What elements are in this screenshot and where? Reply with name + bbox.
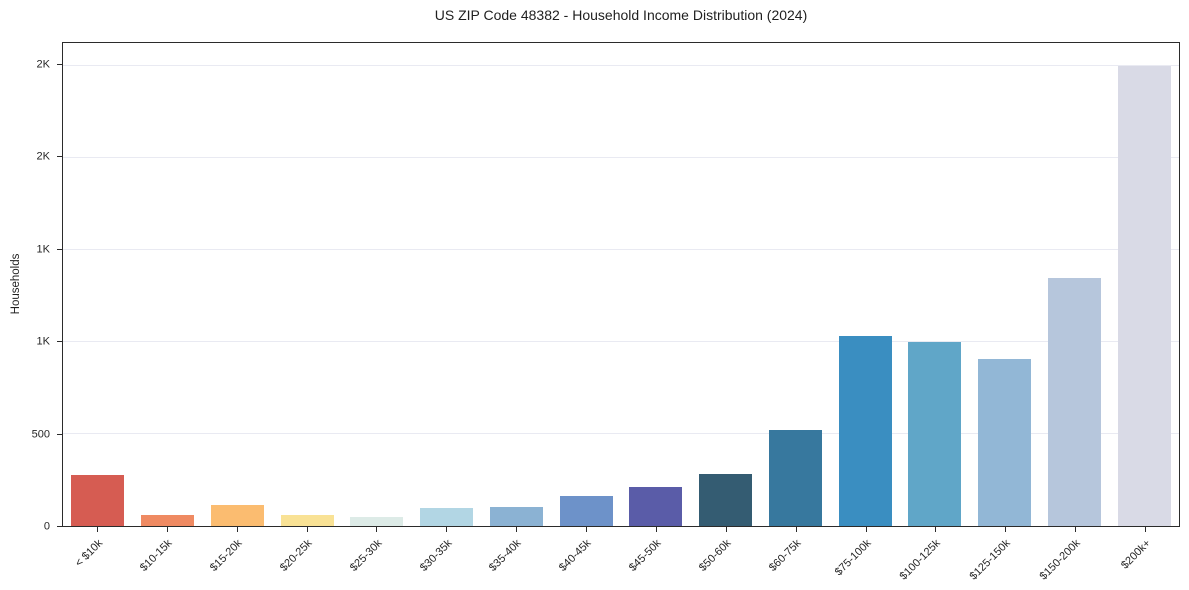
bar-slot <box>830 43 900 526</box>
x-tick-mark <box>376 527 378 532</box>
x-tick-mark <box>1005 527 1007 532</box>
chart-title: US ZIP Code 48382 - Household Income Dis… <box>434 7 808 23</box>
x-tick-label: $60-75k <box>766 537 804 574</box>
x-tick-label: $15-20k <box>207 537 245 574</box>
y-tick-mark <box>57 64 62 66</box>
bar-10k <box>71 475 125 526</box>
x-tick-mark <box>446 527 448 532</box>
y-tick-mark <box>57 341 62 343</box>
bar-slot <box>133 43 203 526</box>
gridline <box>63 433 1179 434</box>
bar-35-40k <box>489 506 543 526</box>
x-tick-label: $100-125k <box>897 537 944 583</box>
x-tick-label: $10-15k <box>137 537 175 574</box>
bar-slot <box>621 43 691 526</box>
bar-40-45k <box>559 495 613 526</box>
y-axis: 0 500 1K 1K 2K 2K <box>0 42 62 532</box>
bar-slot <box>272 43 342 526</box>
bar-slot <box>1109 43 1179 526</box>
y-tick-mark <box>57 156 62 158</box>
x-tick-mark <box>166 527 168 532</box>
bar-15-20k <box>210 504 264 526</box>
bar-45-50k <box>629 487 683 526</box>
bar-slot <box>412 43 482 526</box>
x-tick-mark <box>516 527 518 532</box>
y-tick-mark <box>57 433 62 435</box>
bar-slot <box>970 43 1040 526</box>
y-axis-label: Households <box>10 253 22 315</box>
bar-slot <box>1040 43 1110 526</box>
x-tick-label: $50-60k <box>696 537 734 574</box>
bar-slot <box>63 43 133 526</box>
bar-slot <box>203 43 273 526</box>
gridline <box>63 65 1179 66</box>
bar-60-75k <box>768 430 822 526</box>
y-tick-label: 2K <box>36 58 50 71</box>
bar-slot <box>342 43 412 526</box>
gridline <box>63 249 1179 250</box>
bar-200k <box>1117 66 1171 526</box>
x-tick-label: $30-35k <box>417 537 455 574</box>
bar-slot <box>551 43 621 526</box>
bar-50-60k <box>699 473 753 526</box>
x-tick-mark <box>1145 527 1147 532</box>
x-tick-label: < $10k <box>72 537 105 570</box>
x-tick-mark <box>655 527 657 532</box>
x-tick-mark <box>586 527 588 532</box>
bar-slot <box>900 43 970 526</box>
bar-100-125k <box>908 342 962 526</box>
x-tick-label: $25-30k <box>347 537 385 574</box>
bar-75-100k <box>838 335 892 526</box>
x-axis: < $10k $10-15k $15-20k $20-25k $25-30k $30-35… <box>62 527 1180 590</box>
x-tick-mark <box>236 527 238 532</box>
gridline <box>63 157 1179 158</box>
bar-20-25k <box>280 514 334 526</box>
y-tick-mark <box>57 526 62 527</box>
y-tick-label: 500 <box>31 428 50 441</box>
bar-125-150k <box>978 358 1032 526</box>
y-tick-label: 2K <box>36 150 50 163</box>
x-tick-mark <box>96 527 98 532</box>
x-tick-label: $20-25k <box>277 537 315 574</box>
bar-slot <box>761 43 831 526</box>
x-tick-mark <box>306 527 308 532</box>
x-tick-label: $45-50k <box>627 537 664 574</box>
x-tick-label: $125-150k <box>967 537 1014 583</box>
x-tick-mark <box>1075 527 1077 532</box>
y-tick-label: 0 <box>43 520 50 533</box>
x-tick-mark <box>725 527 727 532</box>
gridline <box>63 341 1179 342</box>
bars <box>63 43 1179 526</box>
x-tick-mark <box>935 527 937 532</box>
bar-10-15k <box>141 514 195 526</box>
bar-slot <box>691 43 761 526</box>
plot-area <box>62 42 1180 527</box>
y-tick-label: 1K <box>36 243 50 256</box>
x-tick-label: $75-100k <box>832 537 874 579</box>
x-tick-label: $40-45k <box>557 537 594 574</box>
gridlines <box>63 43 1179 526</box>
bar-slot <box>482 43 552 526</box>
y-tick-label: 1K <box>36 335 50 348</box>
x-tick-label: $35-40k <box>487 537 524 574</box>
x-tick-mark <box>865 527 867 532</box>
x-tick-label: $150-200k <box>1037 537 1083 583</box>
bar-30-35k <box>420 507 474 526</box>
bar-25-30k <box>350 516 404 526</box>
x-tick-mark <box>795 527 797 532</box>
y-tick-mark <box>57 248 62 250</box>
x-tick-label: $200k+ <box>1118 537 1153 572</box>
bar-150-200k <box>1047 277 1101 526</box>
